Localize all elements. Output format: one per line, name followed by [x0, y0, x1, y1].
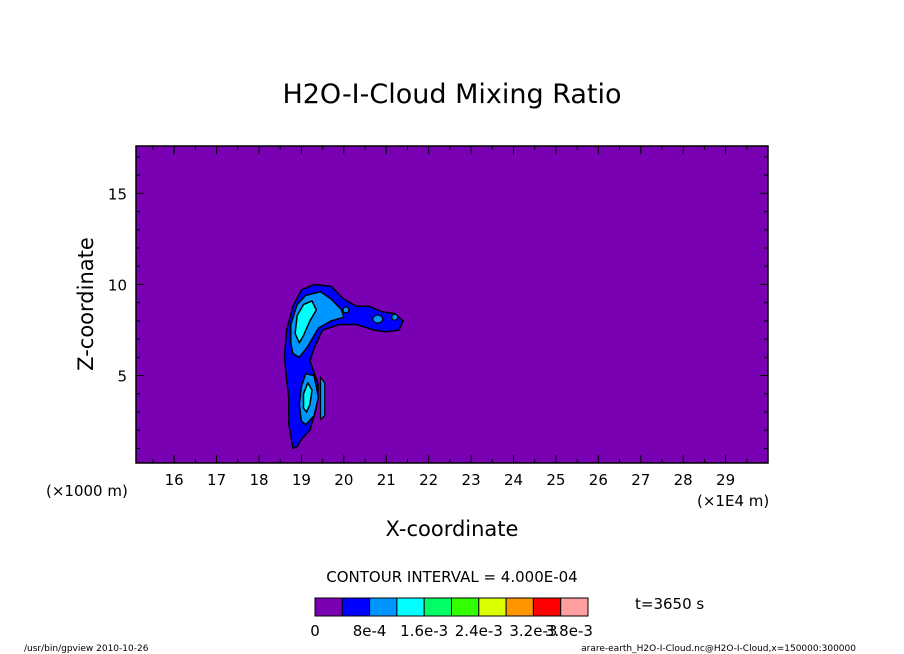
y-tick-label: 5: [117, 368, 127, 386]
colorbar-label: 3.8e-3: [545, 622, 593, 640]
x-tick-label: 22: [419, 471, 438, 489]
colorbar-labels: 0 8e-4 1.6e-3 2.4e-3 3.2e-33.8e-3: [310, 622, 593, 640]
chart-title: H2O-I-Cloud Mixing Ratio: [282, 79, 621, 110]
x-tick-label: 26: [589, 471, 608, 489]
colorbar-segment: [396, 597, 425, 617]
contour-region-level-3: [294, 300, 318, 344]
y-tick-label: 10: [108, 276, 127, 294]
x-tick-label: 18: [249, 471, 268, 489]
contour-interval-text: CONTOUR INTERVAL = 4.000E-04: [326, 568, 577, 586]
footer-right: arare-earth_H2O-I-Cloud.nc@H2O-I-Cloud,x…: [581, 644, 856, 654]
colorbar-label: 3.2e-3: [509, 622, 557, 640]
colorbar-segment: [478, 597, 507, 617]
colorbar-segment: [314, 597, 343, 617]
contour-region-level-3: [302, 382, 313, 413]
x-tick-label: 17: [207, 471, 226, 489]
footer-left: /usr/bin/gpview 2010-10-26: [24, 644, 149, 654]
colorbar-segment: [532, 597, 562, 617]
x-tick-label: 25: [546, 471, 565, 489]
time-label: t=3650 s: [635, 595, 704, 613]
contour-ring: [342, 306, 350, 314]
colorbar-segment: [505, 597, 534, 617]
x-tick-label: 21: [377, 471, 396, 489]
colorbar-label: 0: [310, 622, 320, 640]
contour-sliver: [319, 375, 326, 421]
y-axis-ticks: 5 10 15: [108, 156, 768, 449]
colorbar-segment: [369, 597, 398, 617]
colorbar-segment: [341, 597, 371, 617]
x-axis-ticks: 16 17 18 19 20 21 22 23 24 25 26 27 28 29: [152, 146, 748, 489]
x-unit-left: (×1000 m): [46, 482, 128, 500]
colorbar-label: 1.6e-3: [400, 622, 448, 640]
x-tick-label: 20: [334, 471, 353, 489]
x-unit-right: (×1E4 m): [697, 492, 769, 510]
contour-ring: [391, 313, 399, 321]
colorbar-label: 8e-4: [353, 622, 387, 640]
y-axis-label: Z-coordinate: [74, 237, 98, 371]
plot-frame: [135, 145, 769, 464]
contour-ring: [372, 314, 384, 324]
plot-background: [136, 146, 768, 463]
x-axis-label: X-coordinate: [386, 517, 519, 541]
cloud-contours: [283, 283, 404, 450]
x-tick-label: 23: [462, 471, 481, 489]
colorbar: [314, 597, 589, 617]
colorbar-segment: [451, 597, 480, 617]
colorbar-label: 2.4e-3: [455, 622, 503, 640]
colorbar-segment: [560, 597, 589, 617]
x-tick-label: 19: [292, 471, 311, 489]
x-tick-label: 28: [674, 471, 693, 489]
x-tick-label: 16: [165, 471, 184, 489]
x-tick-label: 29: [716, 471, 735, 489]
y-tick-label: 15: [108, 185, 127, 203]
x-tick-label: 24: [504, 471, 523, 489]
x-tick-label: 27: [631, 471, 650, 489]
plot-area: 16 17 18 19 20 21 22 23 24 25 26 27 28 29 5 10 15: [108, 145, 769, 489]
colorbar-segment: [423, 597, 453, 617]
